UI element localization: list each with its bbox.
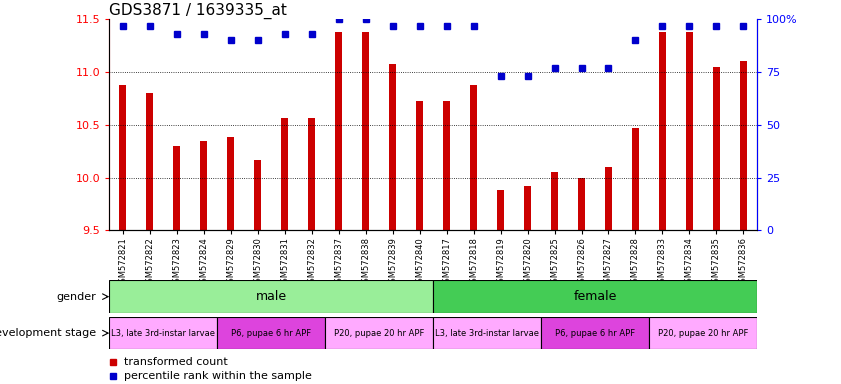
Bar (254, 160, 261, 230)
Bar (541, 317, 649, 349)
Bar (713, 67, 720, 230)
Text: L3, late 3rd-instar larvae: L3, late 3rd-instar larvae (111, 329, 215, 338)
Bar (309, 118, 315, 230)
Bar (659, 32, 666, 230)
Bar (470, 84, 477, 230)
Bar (433, 317, 541, 349)
Text: female: female (574, 290, 616, 303)
Bar (551, 172, 558, 230)
Bar (606, 167, 612, 230)
Bar (524, 186, 531, 230)
Bar (109, 280, 433, 313)
Text: transformed count: transformed count (124, 357, 227, 367)
Bar (109, 317, 217, 349)
Bar (389, 64, 396, 230)
Bar (497, 190, 504, 230)
Text: P20, pupae 20 hr APF: P20, pupae 20 hr APF (658, 329, 748, 338)
Bar (740, 61, 747, 230)
Bar (686, 32, 693, 230)
Bar (433, 280, 757, 313)
Text: GDS3871 / 1639335_at: GDS3871 / 1639335_at (109, 3, 288, 19)
Bar (227, 137, 234, 230)
Text: L3, late 3rd-instar larvae: L3, late 3rd-instar larvae (435, 329, 539, 338)
Bar (200, 141, 207, 230)
Bar (217, 317, 325, 349)
Bar (649, 317, 757, 349)
Bar (173, 146, 180, 230)
Text: gender: gender (56, 291, 96, 302)
Bar (119, 84, 126, 230)
Bar (325, 317, 433, 349)
Bar (416, 101, 423, 230)
Bar (632, 128, 639, 230)
Text: percentile rank within the sample: percentile rank within the sample (124, 371, 311, 381)
Bar (362, 32, 369, 230)
Text: P6, pupae 6 hr APF: P6, pupae 6 hr APF (555, 329, 635, 338)
Bar (336, 32, 342, 230)
Bar (578, 177, 584, 230)
Text: P20, pupae 20 hr APF: P20, pupae 20 hr APF (334, 329, 425, 338)
Bar (443, 101, 450, 230)
Bar (146, 93, 153, 230)
Bar (282, 118, 288, 230)
Text: male: male (256, 290, 287, 303)
Text: development stage: development stage (0, 328, 96, 338)
Text: P6, pupae 6 hr APF: P6, pupae 6 hr APF (231, 329, 311, 338)
